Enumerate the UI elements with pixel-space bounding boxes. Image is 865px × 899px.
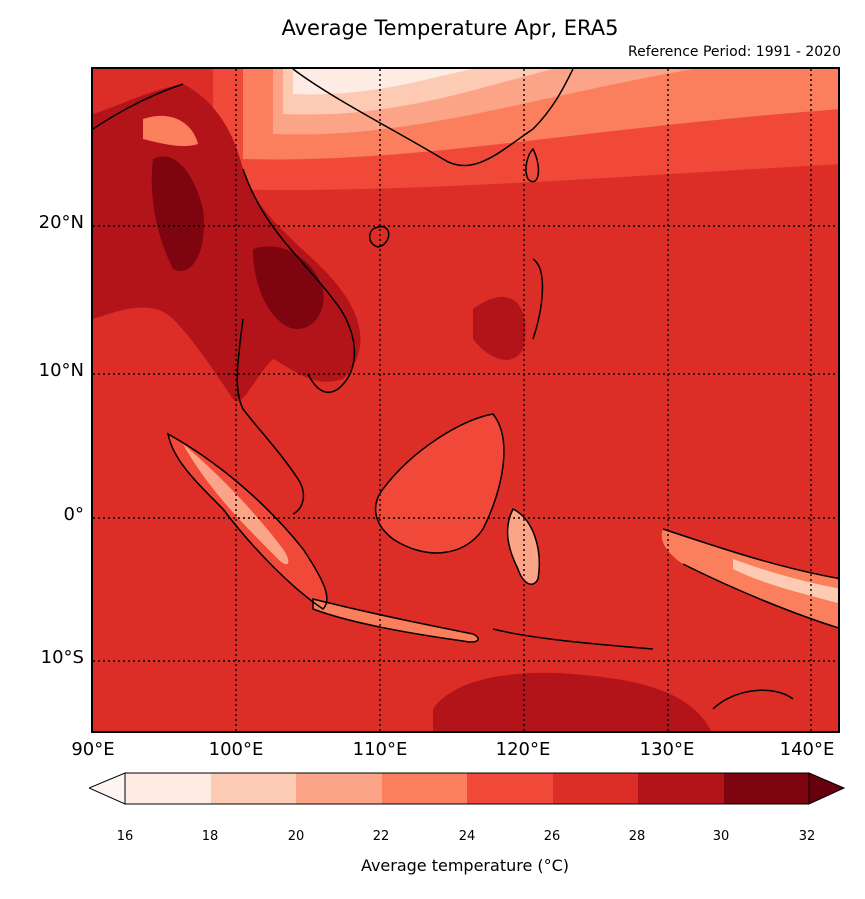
- colorbar-tick-28: 28: [628, 829, 646, 844]
- colorbar-tick-24: 24: [458, 829, 476, 844]
- colorbar-tick-20: 20: [287, 829, 305, 844]
- colorbar: [87, 772, 846, 812]
- map-subtitle: Reference Period: 1991 - 2020: [628, 44, 841, 60]
- colorbar-tick-22: 22: [372, 829, 390, 844]
- map-title: Average Temperature Apr, ERA5: [281, 16, 619, 40]
- colorbar-tick-30: 30: [712, 829, 730, 844]
- lon-tick-130e: 130°E: [639, 739, 695, 760]
- colorbar-tick-32: 32: [798, 829, 816, 844]
- lon-tick-100e: 100°E: [208, 739, 264, 760]
- lat-tick-0: 0°: [63, 504, 84, 525]
- colorbar-label: Average temperature (°C): [360, 856, 570, 875]
- lon-tick-90e: 90°E: [71, 739, 115, 760]
- colorbar-tick-18: 18: [201, 829, 219, 844]
- lon-tick-140e: 140°E: [779, 739, 835, 760]
- lon-tick-120e: 120°E: [495, 739, 551, 760]
- lat-tick-10n: 10°N: [38, 360, 84, 381]
- colorbar-tick-16: 16: [116, 829, 134, 844]
- colorbar-tick-26: 26: [543, 829, 561, 844]
- temperature-map: [91, 67, 840, 733]
- lat-tick-20n: 20°N: [38, 212, 84, 233]
- lat-tick-10s: 10°S: [40, 647, 84, 668]
- lon-tick-110e: 110°E: [352, 739, 408, 760]
